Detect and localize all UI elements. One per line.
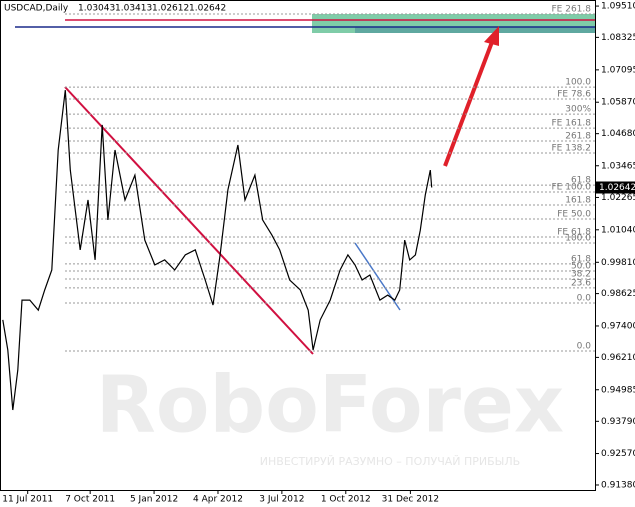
fib-label: FE 261.8 [552, 5, 592, 15]
ohlc-low: 1.02612 [152, 4, 189, 14]
arrow-shaft [443, 41, 494, 167]
target-zone-inner [355, 27, 595, 33]
fib-label: 38.2 [571, 269, 591, 279]
arrow-head [484, 26, 499, 46]
fib-label: 61.8 [571, 254, 591, 264]
x-tick-label: 3 Jul 2012 [259, 495, 304, 505]
ohlc-close: 1.02642 [189, 4, 226, 14]
ohlc-high: 1.03413 [115, 4, 152, 14]
y-tick-label: 0.94985 [601, 385, 635, 395]
y-tick-label: 1.09510 [601, 2, 635, 12]
chart-title: USDCAD,Daily [4, 4, 69, 14]
y-tick-label: 0.99810 [601, 258, 635, 268]
fib-label: 261.8 [565, 132, 591, 142]
fib-label: FE 61.8 [557, 227, 591, 237]
fib-label: 100.0 [565, 78, 591, 88]
fib-label: 0.0 [577, 293, 592, 303]
watermark-tagline: ИНВЕСТИРУЙ РАЗУМНО – ПОЛУЧАЙ ПРИБЫЛЬ [260, 455, 520, 468]
fib-label: 100.0 [565, 234, 591, 244]
x-tick-label: 1 Oct 2012 [321, 495, 371, 505]
x-tick-label: 4 Apr 2012 [193, 495, 243, 505]
close-label: 1.02642 [599, 183, 635, 193]
y-tick-label: 0.92570 [601, 449, 635, 459]
fib-label: FE 161.8 [552, 119, 592, 129]
price-line [2, 90, 433, 411]
y-tick-label: 1.03465 [601, 161, 635, 171]
fib-label: FE 100.0 [552, 183, 592, 193]
y-tick-label: 0.98625 [601, 289, 635, 299]
fib-label: 161.8 [565, 195, 591, 205]
y-tick-label: 0.93790 [601, 417, 635, 427]
y-tick-label: 1.01040 [601, 225, 635, 235]
x-tick-label: 31 Dec 2012 [382, 495, 440, 505]
y-tick-label: 1.02265 [601, 193, 635, 203]
y-tick-label: 0.96210 [601, 353, 635, 363]
fib-label: 50.0 [571, 262, 591, 272]
plot-frame [0, 0, 596, 491]
fib-label: FE 138.2 [552, 143, 592, 153]
fib-label: 300% [565, 105, 591, 115]
fib-label: FE 50.0 [557, 209, 591, 219]
fib-label: 0.0 [577, 342, 592, 352]
fib-label: 23.6 [571, 278, 591, 288]
x-tick-label: 11 Jul 2011 [2, 495, 53, 505]
fib-label: FE 78.6 [557, 90, 591, 100]
y-tick-label: 1.07095 [601, 65, 635, 75]
y-tick-label: 0.97400 [601, 321, 635, 331]
close-box [596, 181, 635, 194]
x-tick-label: 7 Oct 2011 [65, 495, 115, 505]
ohlc-open: 1.03043 [78, 4, 115, 14]
trendline-red [64, 86, 314, 355]
y-tick-label: 1.08325 [601, 33, 635, 43]
watermark-brand: RoboForex [96, 360, 564, 450]
y-tick-label: 1.05870 [601, 98, 635, 108]
y-tick-label: 1.04680 [601, 129, 635, 139]
x-tick-label: 5 Jan 2012 [130, 495, 178, 505]
fib-label: 61.8 [571, 176, 591, 186]
y-tick-label: 0.91380 [601, 480, 635, 490]
